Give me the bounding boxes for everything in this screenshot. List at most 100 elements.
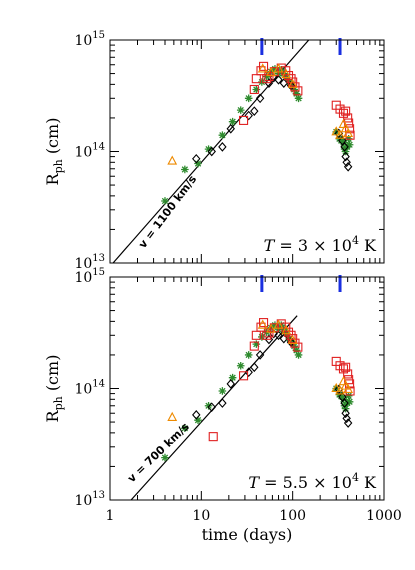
data-point-square <box>239 371 249 381</box>
y-axis-label-main: R <box>43 172 62 185</box>
data-point-square <box>262 74 272 84</box>
data-series <box>161 318 355 462</box>
temperature-exponent: 4 <box>352 471 359 484</box>
y-axis-label-sub: ph <box>52 396 65 410</box>
x-axis-label: time (days) <box>202 525 293 544</box>
data-point-triangle <box>343 383 354 394</box>
data-point-triangle <box>343 127 354 138</box>
data-point-triangle <box>257 63 268 73</box>
y-tick-label: 1015 <box>74 267 105 286</box>
y-tick-base: 10 <box>74 493 92 509</box>
data-point-diamond <box>250 362 259 373</box>
data-point-triangle <box>340 123 351 133</box>
y-tick-exponent: 15 <box>92 30 105 41</box>
data-point-triangle <box>167 155 178 165</box>
data-point-asterisk <box>343 399 351 407</box>
data-point-diamond <box>342 413 351 424</box>
data-point-diamond <box>340 398 349 408</box>
data-point-diamond <box>218 398 227 408</box>
data-point-square <box>249 84 259 95</box>
temperature-unit: K <box>359 473 377 492</box>
temperature-label: T = 3 × 104 K <box>264 234 377 255</box>
data-point-triangle <box>273 319 284 329</box>
data-point-square <box>249 341 259 351</box>
data-point-diamond <box>244 367 253 378</box>
data-point-asterisk <box>292 89 301 98</box>
temperature-unit: K <box>359 236 377 255</box>
y-tick-label: 1014 <box>74 379 105 398</box>
data-point-triangle <box>287 334 298 344</box>
y-tick-base: 10 <box>74 145 92 161</box>
temperature-label: T = 5.5 × 104 K <box>248 471 377 492</box>
data-point-square <box>262 330 272 340</box>
data-point-diamond <box>341 151 350 162</box>
data-point-asterisk <box>204 401 213 410</box>
data-point-diamond <box>192 153 201 164</box>
data-point-triangle <box>335 385 345 395</box>
data-point-diamond <box>226 123 235 134</box>
data-point-asterisk <box>271 321 279 329</box>
data-point-square <box>208 432 218 442</box>
y-tick-base: 10 <box>74 382 92 398</box>
plot-frame <box>109 39 385 264</box>
data-point-triangle <box>266 66 276 77</box>
velocity-annotation: v = 700 km/s <box>125 420 192 485</box>
data-point-diamond <box>269 72 278 83</box>
y-tick-label: 1013 <box>74 490 105 509</box>
y-tick-base: 10 <box>74 256 92 272</box>
data-point-square <box>341 362 351 372</box>
data-point-asterisk <box>252 85 261 94</box>
data-point-triangle <box>167 411 178 421</box>
data-point-diamond <box>264 334 274 345</box>
data-point-diamond <box>255 93 265 104</box>
data-point-asterisk <box>228 373 237 382</box>
data-point-asterisk <box>285 334 294 343</box>
data-point-square <box>251 330 261 340</box>
data-point-diamond <box>341 408 350 419</box>
data-point-triangle <box>335 129 345 139</box>
temperature-value: = 3 × 10 <box>274 236 352 255</box>
data-point-diamond <box>192 410 201 420</box>
y-tick-exponent: 13 <box>92 253 105 264</box>
y-axis-label-main: R <box>43 409 62 422</box>
x-tick-label: 100 <box>279 508 306 524</box>
data-point-diamond <box>250 106 259 117</box>
data-point-diamond <box>274 330 283 341</box>
data-point-diamond <box>340 142 349 152</box>
data-point-diamond <box>343 161 353 172</box>
y-axis-label-unit: (cm) <box>43 118 62 160</box>
data-point-asterisk <box>252 340 261 348</box>
data-point-triangle <box>257 319 268 329</box>
data-point-asterisk <box>204 145 213 153</box>
data-point-triangle <box>331 126 342 136</box>
data-point-square <box>341 106 351 116</box>
data-point-asterisk <box>181 165 189 174</box>
data-point-diamond <box>207 402 216 413</box>
data-point-square <box>259 318 269 328</box>
y-axis-label-sub: ph <box>52 159 65 173</box>
y-tick-label: 1014 <box>74 142 105 161</box>
data-point-asterisk <box>345 140 354 149</box>
data-point-diamond <box>264 78 274 89</box>
data-point-triangle <box>287 78 298 88</box>
data-point-triangle <box>266 323 276 333</box>
data-point-diamond <box>255 350 265 360</box>
data-point-asterisk <box>236 361 245 370</box>
y-axis-label: Rph (cm) <box>43 355 65 423</box>
data-point-diamond <box>218 142 227 152</box>
axis-ticks <box>109 39 385 264</box>
y-tick-exponent: 14 <box>92 142 105 153</box>
data-point-triangle <box>281 325 292 335</box>
data-point-square <box>239 115 249 125</box>
data-point-asterisk <box>294 94 303 103</box>
data-point-square <box>251 74 261 84</box>
data-point-asterisk <box>345 397 354 406</box>
data-point-diamond <box>244 110 253 121</box>
data-series <box>161 61 355 205</box>
data-point-square <box>343 369 353 379</box>
data-point-asterisk <box>285 78 294 86</box>
data-point-diamond <box>226 379 235 389</box>
data-point-asterisk <box>258 78 266 86</box>
